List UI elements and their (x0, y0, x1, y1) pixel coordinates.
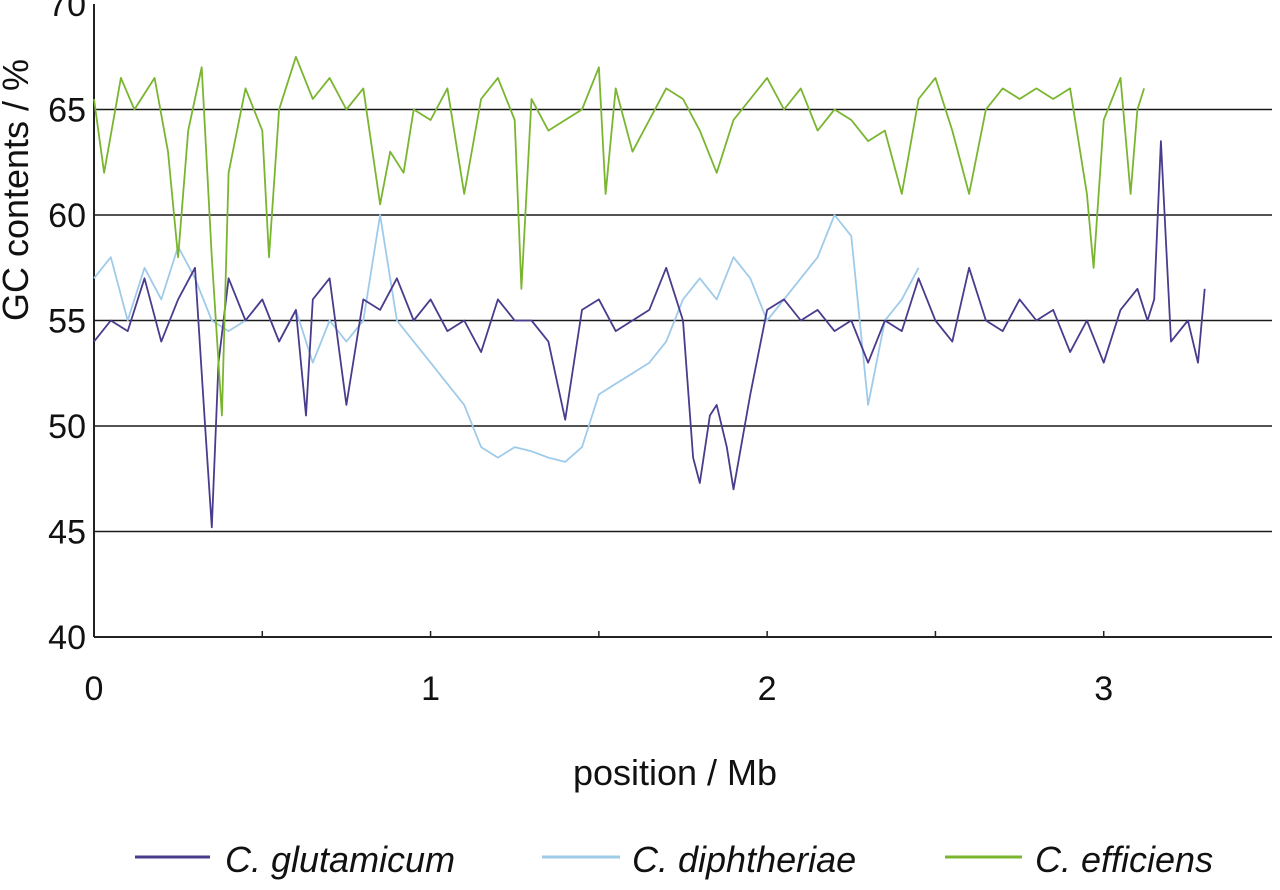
series-line-c-efficiens (93, 55, 1145, 417)
x-tick-label-2: 2 (758, 670, 777, 708)
legend-label-c-glutamicum: C. glutamicum (225, 839, 455, 880)
legend-label-c-diphtheriae: C. diphtheriae (632, 839, 856, 880)
series-lines (93, 55, 1206, 529)
legend: C. glutamicum C. diphtheriae C. efficien… (135, 839, 1213, 880)
axes (93, 4, 1272, 638)
y-tick-label-55: 55 (48, 303, 86, 341)
y-tick-label-65: 65 (48, 92, 86, 130)
series-line-c-diphtheriae (93, 214, 920, 463)
y-tick-label-70: 70 (48, 0, 86, 24)
legend-label-c-efficiens: C. efficiens (1035, 839, 1213, 880)
x-axis-ticks: 0 1 2 3 (85, 631, 1113, 708)
y-axis-ticks: 40 45 50 55 60 65 70 (48, 0, 86, 657)
y-tick-label-60: 60 (48, 197, 86, 235)
y-axis-title: GC contents / % (0, 59, 36, 321)
y-tick-label-50: 50 (48, 408, 86, 446)
x-tick-label-1: 1 (421, 670, 440, 708)
y-tick-label-40: 40 (48, 619, 86, 657)
x-tick-label-3: 3 (1094, 670, 1113, 708)
series-line-c-glutamicum (93, 140, 1206, 529)
y-tick-label-45: 45 (48, 514, 86, 552)
x-tick-label-0: 0 (85, 670, 104, 708)
x-axis-title: position / Mb (573, 752, 777, 793)
